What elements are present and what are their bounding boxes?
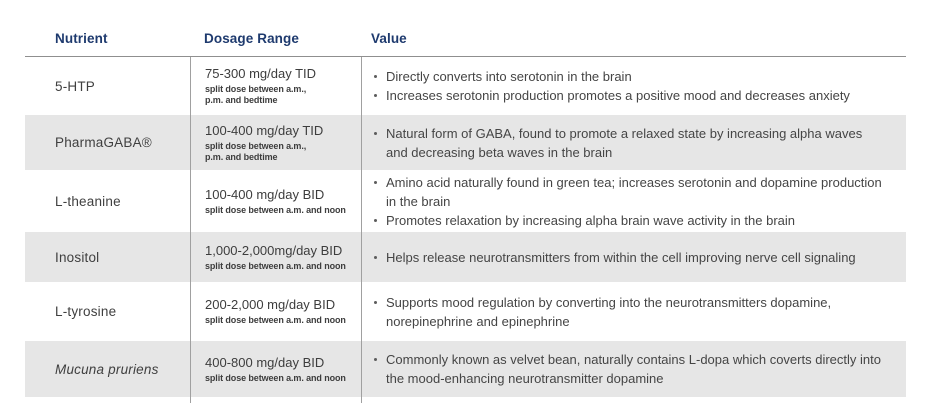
column-header-dosage-range: Dosage Range [204, 30, 299, 46]
value-cell: Natural form of GABA, found to promote a… [362, 115, 906, 170]
table-row: L-theanine 100-400 mg/day BID split dose… [25, 170, 906, 232]
dosage-range: 75-300 mg/day TID [205, 66, 317, 81]
dosage-note: split dose between a.m., p.m. and bedtim… [205, 140, 307, 162]
dosage-cell: 100-400 mg/day BID split dose between a.… [190, 170, 362, 232]
nutrient-name: PharmaGABA® [55, 135, 152, 150]
nutrient-name: L-theanine [55, 193, 121, 209]
value-bullet: Supports mood regulation by converting i… [371, 293, 882, 331]
value-text: Commonly known as velvet bean, naturally… [386, 352, 881, 386]
dosage-cell: 75-300 mg/day TID split dose between a.m… [190, 57, 362, 115]
dosage-range: 400-800 mg/day BID [205, 354, 325, 370]
dosage-range: 100-400 mg/day TID [205, 122, 324, 138]
dosage-note: split dose between a.m., p.m. and bedtim… [205, 84, 307, 105]
nutrient-name: Mucuna pruriens [55, 361, 159, 377]
nutrient-cell: Mucuna pruriens [25, 341, 190, 397]
value-text: Increases serotonin production promotes … [386, 88, 850, 103]
nutrient-cell: L-theanine [25, 170, 190, 232]
value-cell: Amino acid naturally found in green tea;… [362, 170, 906, 232]
value-cell: Helps release neurotransmitters from wit… [362, 232, 906, 282]
dosage-note: split dose between a.m. and noon [205, 315, 346, 325]
nutrient-cell: 5-HTP [25, 57, 190, 115]
value-bullet: Promotes relaxation by increasing alpha … [371, 211, 882, 230]
bullet-icon [374, 300, 377, 304]
bullet-icon [374, 218, 377, 222]
bullet-icon [374, 255, 377, 259]
value-bullet: Amino acid naturally found in green tea;… [371, 173, 882, 211]
table-header-row: Nutrient Dosage Range Value [25, 20, 906, 57]
value-cell: Supports mood regulation by converting i… [362, 282, 906, 341]
bullet-icon [374, 75, 377, 78]
value-text: Directly converts into serotonin in the … [386, 69, 632, 84]
nutrient-dosage-table: Nutrient Dosage Range Value 5-HTP 75-300… [25, 20, 906, 403]
value-text: Natural form of GABA, found to promote a… [386, 125, 863, 160]
value-bullet: Directly converts into serotonin in the … [371, 67, 882, 86]
table-row: Inositol 1,000-2,000mg/day BID split dos… [25, 232, 906, 282]
bullet-icon [374, 358, 377, 361]
value-text: Helps release neurotransmitters from wit… [386, 249, 856, 265]
bullet-icon [374, 131, 377, 135]
dosage-note: split dose between a.m. and noon [205, 204, 346, 215]
value-bullet: Increases serotonin production promotes … [371, 86, 882, 105]
table-row: PharmaGABA® 100-400 mg/day TID split dos… [25, 115, 906, 170]
nutrient-cell: L-tyrosine [25, 282, 190, 341]
column-header-nutrient: Nutrient [55, 30, 108, 46]
nutrient-name: Inositol [55, 249, 100, 265]
nutrient-cell: PharmaGABA® [25, 115, 190, 170]
nutrient-name: 5-HTP [55, 78, 96, 94]
dosage-note: split dose between a.m. and noon [205, 260, 346, 271]
bullet-icon [374, 94, 377, 97]
bullet-icon [374, 180, 377, 184]
table-divider-stub [25, 397, 906, 403]
dosage-cell: 400-800 mg/day BID split dose between a.… [190, 341, 362, 397]
table-row: Mucuna pruriens 400-800 mg/day BID split… [25, 341, 906, 397]
value-text: Supports mood regulation by converting i… [386, 294, 832, 329]
table-row: 5-HTP 75-300 mg/day TID split dose betwe… [25, 57, 906, 115]
dosage-cell: 1,000-2,000mg/day BID split dose between… [190, 232, 362, 282]
dosage-cell: 200-2,000 mg/day BID split dose between … [190, 282, 362, 341]
nutrient-cell: Inositol [25, 232, 190, 282]
dosage-cell: 100-400 mg/day TID split dose between a.… [190, 115, 362, 170]
dosage-range: 200-2,000 mg/day BID [205, 297, 336, 312]
value-cell: Directly converts into serotonin in the … [362, 57, 906, 115]
dosage-range: 1,000-2,000mg/day BID [205, 242, 343, 258]
value-bullet: Natural form of GABA, found to promote a… [371, 124, 882, 162]
table-row: L-tyrosine 200-2,000 mg/day BID split do… [25, 282, 906, 341]
value-text: Promotes relaxation by increasing alpha … [386, 212, 795, 228]
value-bullet: Helps release neurotransmitters from wit… [371, 248, 882, 267]
value-bullet: Commonly known as velvet bean, naturally… [371, 350, 882, 388]
nutrient-name: L-tyrosine [55, 304, 117, 319]
value-cell: Commonly known as velvet bean, naturally… [362, 341, 906, 397]
dosage-note: split dose between a.m. and noon [205, 372, 346, 383]
column-header-value: Value [371, 30, 407, 46]
value-text: Amino acid naturally found in green tea;… [386, 174, 882, 209]
dosage-range: 100-400 mg/day BID [205, 186, 325, 202]
